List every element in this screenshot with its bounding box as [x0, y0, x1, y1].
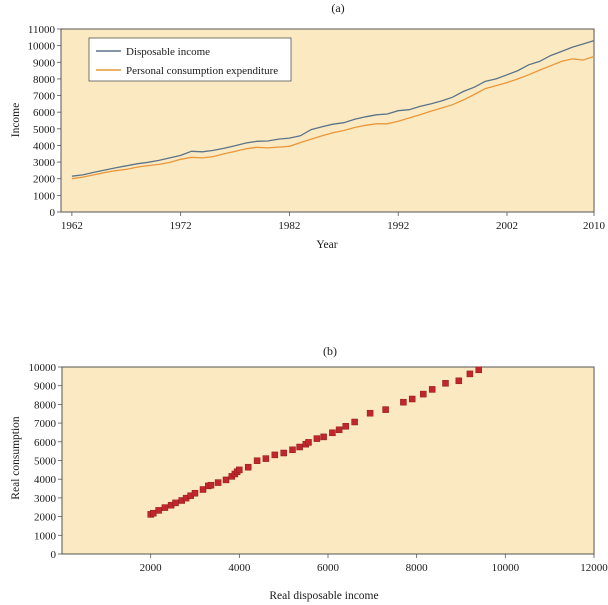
y-axis-label-a: Income [10, 103, 22, 137]
scatter-point [199, 486, 207, 493]
x-tick-label: 2002 [496, 220, 518, 232]
x-tick-label: 8000 [406, 562, 429, 574]
y-tick-label: 9000 [33, 57, 56, 69]
scatter-point [455, 377, 463, 385]
x-axis-ticks-a: 1962 1972 1982 1992 2002 2010 [61, 212, 606, 232]
x-tick-label: 1962 [61, 220, 83, 232]
y-tick-label: 6000 [33, 107, 56, 119]
scatter-point [382, 406, 389, 413]
panel-a-label: (a) [331, 1, 344, 15]
scatter-point [329, 429, 336, 437]
scatter-point [408, 395, 416, 403]
x-axis-label-a: Year [316, 239, 337, 251]
plot-area-b [61, 366, 595, 555]
scatter-point [172, 499, 179, 507]
x-tick-label: 2010 [583, 220, 606, 232]
legend-label-disposable-income: Disposable income [126, 46, 210, 58]
scatter-point [320, 433, 327, 441]
scatter-point [296, 443, 303, 451]
y-tick-label: 3000 [33, 157, 56, 169]
scatter-point [207, 481, 215, 489]
line-chart-panel: (a) 0 1000 2000 3000 4000 5000 6000 7000 8000 900… [10, 1, 606, 251]
y-tick-label: 5000 [33, 124, 56, 136]
y-axis-ticks-a: 0 1000 2000 3000 4000 5000 6000 7000 8000 9000 100… [28, 24, 61, 219]
y-tick-label: 9000 [34, 381, 57, 393]
y-tick-label: 5000 [34, 456, 57, 468]
series-line-consumption [71, 55, 595, 180]
scatter-points-b [147, 366, 482, 518]
legend-box [88, 37, 292, 82]
scatter-point [351, 418, 358, 426]
scatter-chart-panel: (b) 0 1000 2000 3000 4000 5000 6000 7000 8000 900… [10, 344, 608, 602]
x-tick-label: 4000 [228, 562, 251, 574]
y-tick-label: 0 [50, 207, 56, 219]
scatter-point [253, 457, 261, 464]
scatter-point [475, 366, 482, 374]
x-axis-label-b: Real disposable income [269, 590, 378, 602]
scatter-point [342, 423, 349, 430]
scatter-point [271, 451, 279, 459]
scatter-point [161, 504, 169, 511]
y-tick-label: 0 [51, 549, 57, 561]
y-tick-label: 8000 [34, 399, 57, 411]
y-tick-label: 10000 [29, 362, 57, 374]
y-axis-label-b: Real consumption [10, 416, 22, 500]
scatter-point [214, 479, 222, 486]
y-tick-label: 7000 [34, 418, 57, 430]
series-lines-a [71, 39, 595, 180]
scatter-point [313, 435, 321, 442]
scatter-point [262, 455, 270, 462]
legend-label-consumption: Personal consumption expenditure [126, 65, 278, 77]
x-tick-label: 6000 [317, 562, 340, 574]
legend-a: Disposable income Personal consumption e… [88, 37, 292, 82]
y-tick-label: 10000 [28, 41, 56, 53]
x-tick-label: 12000 [580, 562, 608, 574]
y-tick-label: 2000 [33, 174, 56, 186]
y-tick-label: 3000 [34, 493, 57, 505]
x-tick-label: 2000 [140, 562, 163, 574]
x-axis-ticks-b: 2000 4000 6000 8000 10000 12000 [140, 554, 608, 574]
scatter-point [222, 476, 230, 484]
series-line-disposable-income [71, 39, 595, 177]
y-tick-label: 8000 [33, 74, 56, 86]
y-tick-label: 6000 [34, 437, 57, 449]
y-tick-label: 7000 [33, 91, 56, 103]
scatter-point [442, 380, 449, 387]
x-tick-label: 1972 [170, 220, 192, 232]
scatter-point [428, 386, 436, 393]
scatter-point [400, 398, 407, 406]
scatter-point [335, 426, 343, 434]
y-axis-ticks-b: 0 1000 2000 3000 4000 5000 6000 7000 8000 9000 100… [29, 362, 62, 561]
y-tick-label: 2000 [34, 512, 57, 524]
x-tick-label: 1992 [387, 220, 409, 232]
scatter-point [366, 409, 374, 417]
x-tick-label: 1982 [278, 220, 300, 232]
panel-b-label: (b) [323, 344, 337, 358]
scatter-point [155, 507, 162, 514]
y-tick-label: 1000 [34, 530, 57, 542]
y-tick-label: 4000 [34, 474, 57, 486]
scatter-point [280, 449, 287, 457]
scatter-point [236, 466, 243, 474]
y-tick-label: 1000 [33, 190, 56, 202]
y-tick-label: 4000 [33, 140, 56, 152]
x-tick-label: 10000 [492, 562, 520, 574]
scatter-point [191, 489, 199, 497]
scatter-point [244, 463, 252, 471]
scatter-point [289, 446, 296, 454]
scatter-point [466, 370, 474, 378]
scatter-point [420, 390, 427, 398]
y-tick-label: 11000 [28, 24, 56, 36]
scatter-point [305, 439, 312, 446]
